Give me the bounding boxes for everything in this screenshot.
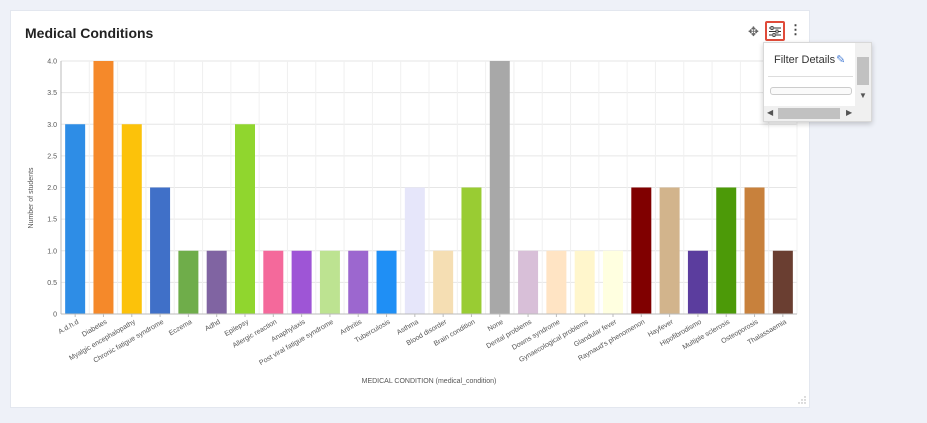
bar[interactable]: [433, 250, 454, 314]
scroll-down-arrow-icon[interactable]: ▼: [859, 91, 867, 100]
bar[interactable]: [659, 187, 680, 315]
bar[interactable]: [93, 61, 114, 314]
bar[interactable]: [291, 250, 312, 314]
bar[interactable]: [631, 187, 652, 315]
kebab-menu-icon[interactable]: ⋮: [789, 22, 802, 37]
x-tick-label: Multiple sclerosis: [682, 318, 732, 351]
scroll-right-arrow-icon[interactable]: ▶: [846, 108, 853, 117]
y-tick-label: 1.0: [47, 248, 57, 255]
filter-details-item[interactable]: Filter Details✎: [774, 53, 845, 66]
x-tick-label: None: [487, 319, 505, 333]
pencil-icon: ✎: [836, 54, 846, 66]
bar[interactable]: [319, 250, 340, 314]
horizontal-scroll-thumb[interactable]: [778, 108, 840, 119]
bar[interactable]: [603, 250, 623, 314]
y-tick-label: 4.0: [47, 59, 57, 66]
x-tick-label: Adhd: [204, 319, 222, 333]
y-tick-label: 2.5: [47, 153, 57, 160]
bar[interactable]: [772, 250, 793, 314]
x-tick-label: Eczema: [168, 319, 193, 338]
bar[interactable]: [461, 187, 482, 315]
chart-bars: [65, 61, 793, 314]
y-tick-label: 1.5: [47, 217, 57, 224]
bar[interactable]: [687, 250, 708, 314]
move-icon[interactable]: ✥: [748, 24, 759, 39]
popup-input-bar[interactable]: [770, 87, 852, 95]
y-axis: 0 0.5 1.0 1.5 2.0 2.5 3.0 3.5 4.0: [47, 59, 62, 319]
y-tick-label: 2.0: [47, 185, 57, 192]
chart-grid: [60, 60, 798, 315]
x-axis-label: MEDICAL CONDITION (medical_condition): [362, 378, 497, 385]
bar[interactable]: [376, 250, 397, 314]
bar[interactable]: [65, 124, 86, 314]
bar[interactable]: [348, 250, 369, 314]
bar[interactable]: [716, 187, 737, 315]
bar[interactable]: [546, 250, 567, 314]
vertical-scroll-thumb[interactable]: [857, 57, 869, 85]
bar[interactable]: [206, 250, 227, 314]
horizontal-scrollbar[interactable]: ◀ ▶: [764, 106, 871, 121]
bar[interactable]: [518, 250, 539, 314]
chart-widget: Medical Conditions ✥ ⋮ 0 0.5 1.0 1.5 2.0 2.5 3…: [10, 10, 810, 408]
bar[interactable]: [744, 187, 765, 315]
bar[interactable]: [235, 124, 255, 314]
x-tick-label: A.d.h.d: [57, 319, 80, 336]
y-tick-label: 3.0: [47, 122, 57, 129]
vertical-scrollbar[interactable]: ▼: [855, 43, 871, 107]
filter-button[interactable]: [765, 21, 785, 41]
bar[interactable]: [404, 187, 425, 315]
bar[interactable]: [263, 250, 284, 314]
bar[interactable]: [121, 124, 142, 314]
y-tick-label: 3.5: [47, 90, 57, 97]
bar-chart: 0 0.5 1.0 1.5 2.0 2.5 3.0 3.5 4.0 A.d.h.d Diabete…: [28, 59, 798, 385]
bar[interactable]: [150, 187, 171, 315]
y-tick-label: 0.5: [47, 280, 57, 287]
filter-details-label: Filter Details: [774, 54, 836, 66]
bar[interactable]: [574, 250, 595, 314]
bar[interactable]: [178, 250, 199, 314]
bar[interactable]: [489, 61, 510, 314]
resize-handle-icon[interactable]: [798, 396, 806, 404]
filter-popup: Filter Details✎ ▼ ◀ ▶: [763, 42, 872, 122]
y-tick-label: 0: [53, 312, 57, 319]
y-axis-label: Number of students: [28, 167, 35, 229]
popup-divider: [768, 76, 853, 77]
sliders-icon: [769, 25, 781, 37]
widget-title: Medical Conditions: [25, 25, 154, 41]
scroll-left-arrow-icon[interactable]: ◀: [767, 108, 774, 117]
